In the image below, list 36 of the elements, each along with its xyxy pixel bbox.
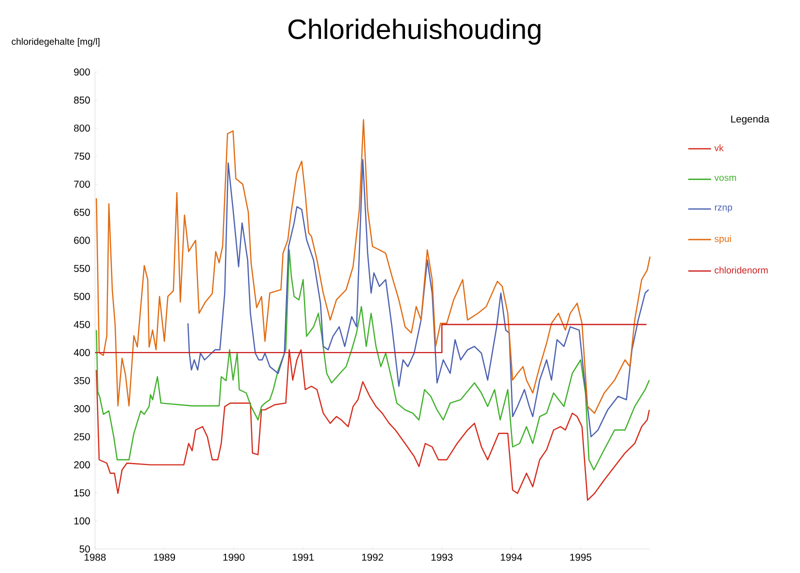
x-tick-label: 1991 xyxy=(292,554,314,561)
x-tick-label: 1992 xyxy=(362,554,384,561)
y-tick-label: 300 xyxy=(74,405,90,412)
chart-title: Chloridehuishouding xyxy=(288,18,540,45)
x-tick-label: 1994 xyxy=(500,554,522,561)
y-tick-label: 200 xyxy=(74,461,90,468)
y-tick-label: 350 xyxy=(74,377,90,384)
legend-label: rznp xyxy=(714,206,732,212)
legend-label: spui xyxy=(714,235,731,244)
y-tick-label: 850 xyxy=(74,96,90,104)
y-tick-label: 750 xyxy=(74,152,90,160)
x-tick-label: 1993 xyxy=(432,554,453,561)
x-tick-label: 1989 xyxy=(154,554,176,561)
y-tick-label: 800 xyxy=(74,124,90,132)
legend-label: chloridenorm xyxy=(714,266,768,274)
y-tick-label: 600 xyxy=(74,236,90,244)
y-tick-label: 900 xyxy=(74,68,90,76)
y-tick-label: 400 xyxy=(74,349,90,356)
x-tick-label: 1995 xyxy=(570,554,592,561)
y-tick-label: 50 xyxy=(80,545,90,553)
y-tick-label: 550 xyxy=(74,264,90,272)
y-tick-label: 150 xyxy=(74,489,90,496)
y-tick-label: 250 xyxy=(74,433,90,440)
y-tick-label: 650 xyxy=(74,208,90,216)
y-tick-label: 700 xyxy=(74,180,90,188)
legend-label: vosm xyxy=(714,176,736,181)
legend-title: Legenda xyxy=(731,115,770,125)
line-series xyxy=(96,119,651,414)
y-axis-title: chloridegehalte [mg/l] xyxy=(12,38,100,47)
legend-label: vk xyxy=(714,144,724,152)
x-tick-label: 1988 xyxy=(84,554,106,561)
y-tick-label: 500 xyxy=(74,292,90,300)
y-tick-label: 450 xyxy=(74,320,90,328)
y-tick-label: 100 xyxy=(74,517,90,524)
line-series xyxy=(187,158,650,438)
x-tick-label: 1990 xyxy=(223,554,244,561)
